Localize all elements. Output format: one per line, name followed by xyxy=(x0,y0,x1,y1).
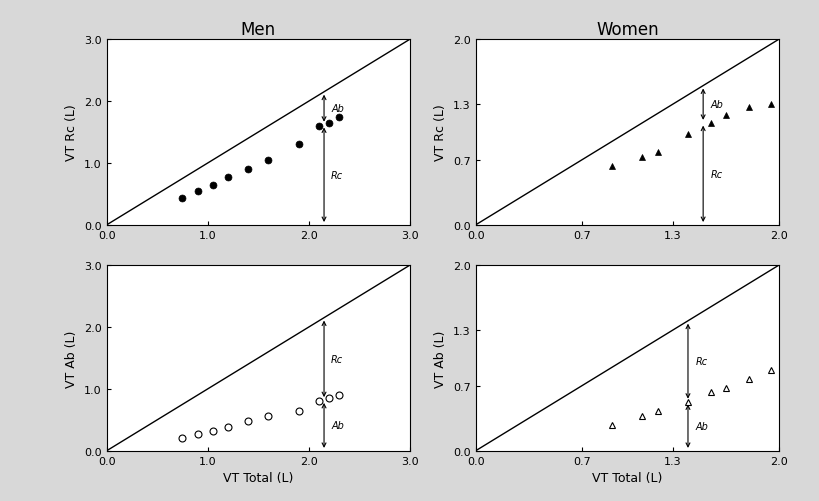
Text: Ab: Ab xyxy=(695,421,708,431)
X-axis label: VT Total (L): VT Total (L) xyxy=(591,471,662,484)
Text: Rc: Rc xyxy=(695,357,707,366)
Text: Rc: Rc xyxy=(331,170,343,180)
Y-axis label: VT Rc (L): VT Rc (L) xyxy=(66,104,79,161)
X-axis label: VT Total (L): VT Total (L) xyxy=(223,471,293,484)
Text: Ab: Ab xyxy=(331,104,344,114)
Title: Men: Men xyxy=(241,21,275,39)
Text: Ab: Ab xyxy=(710,100,722,110)
Title: Women: Women xyxy=(595,21,658,39)
Y-axis label: VT Ab (L): VT Ab (L) xyxy=(66,330,79,387)
Y-axis label: VT Rc (L): VT Rc (L) xyxy=(434,104,447,161)
Text: Rc: Rc xyxy=(331,354,343,364)
Text: Ab: Ab xyxy=(331,420,344,430)
Text: Rc: Rc xyxy=(710,169,722,179)
Y-axis label: VT Ab (L): VT Ab (L) xyxy=(434,330,447,387)
